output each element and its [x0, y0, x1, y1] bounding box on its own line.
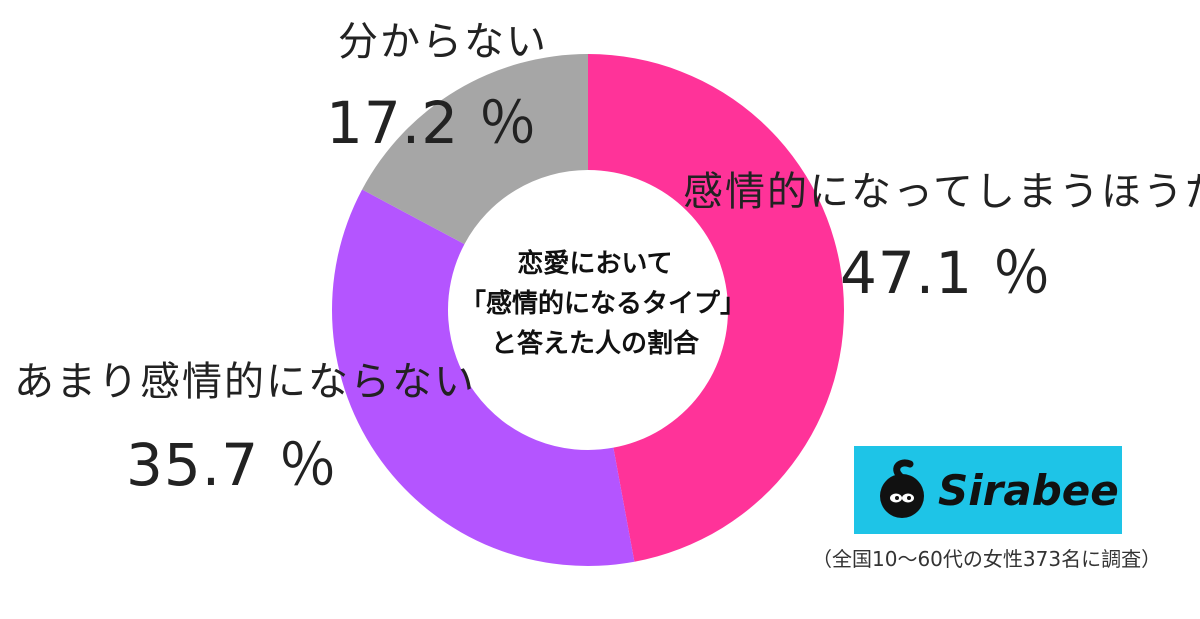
slice-unknown: [362, 54, 588, 245]
sirabee-logo-text: Sirabee: [938, 465, 1119, 515]
slice-value-not-emotional: 35.7 ％: [126, 431, 338, 499]
slice-label-unknown: 分からない: [338, 19, 548, 65]
sirabee-mascot-icon: [880, 459, 924, 518]
slice-value-unknown: 17.2 ％: [326, 89, 538, 157]
chart-center-title: 恋愛において 「感情的になるタイプ」 と答えた人の割合: [460, 244, 747, 364]
center-title-line-2: 「感情的になるタイプ」: [460, 289, 747, 319]
survey-footnote: （全国10～60代の女性373名に調査）: [812, 547, 1162, 571]
slice-value-emotional: 47.1 ％: [840, 239, 1052, 307]
slice-emotional: [588, 54, 844, 562]
center-title-line-1: 恋愛において: [517, 249, 673, 279]
slice-label-emotional: 感情的になってしまうほうだ: [683, 169, 1200, 215]
slice-label-not-emotional: あまり感情的にならない: [14, 359, 476, 405]
center-title-line-3: と答えた人の割合: [490, 329, 699, 359]
sirabee-logo: Sirabee: [854, 446, 1122, 534]
slice-not-emotional: [332, 189, 635, 566]
